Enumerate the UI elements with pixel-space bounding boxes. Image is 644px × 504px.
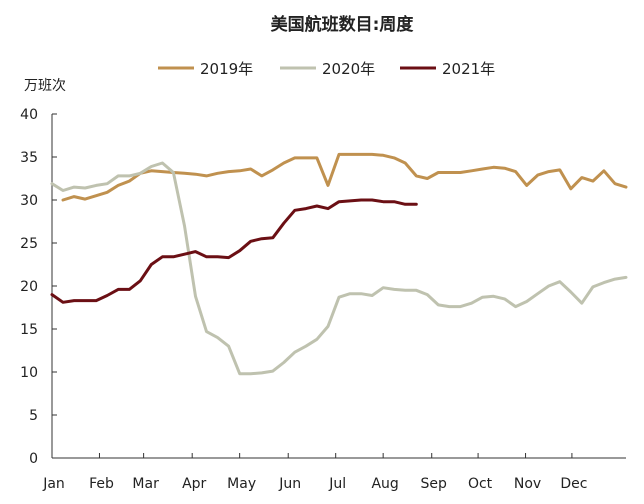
y-tick-label: 0 (29, 451, 38, 467)
x-tick-label: Jan (42, 476, 65, 492)
x-tick-label: Jul (328, 476, 346, 492)
legend-label: 2020年 (322, 60, 375, 78)
x-tick-label: Feb (89, 476, 114, 492)
y-tick-label: 15 (20, 322, 38, 338)
series-line-2020年 (50, 161, 628, 376)
y-tick-label: 40 (20, 107, 38, 123)
x-tick-label: Oct (468, 476, 493, 492)
x-tick-label: Mar (132, 476, 159, 492)
y-axis-ticks: 0 5 10 15 20 25 30 35 40 (20, 107, 57, 467)
legend: 2019年 2020年 2021年 (158, 60, 495, 78)
x-axis-ticks: Jan Feb Mar Apr May Jun Jul Aug Sep Oct Nov Dec (42, 453, 587, 492)
y-axis-unit: 万班次 (24, 78, 66, 94)
x-tick-label: Apr (182, 476, 206, 492)
y-tick-label: 25 (20, 236, 38, 252)
legend-label: 2021年 (442, 60, 495, 78)
x-tick-label: Nov (514, 476, 541, 492)
series-line-2019年 (61, 152, 628, 202)
legend-label: 2019年 (200, 60, 253, 78)
y-tick-label: 5 (29, 408, 38, 424)
x-tick-label: Sep (421, 476, 448, 492)
y-tick-label: 35 (20, 150, 38, 166)
y-tick-label: 20 (20, 279, 38, 295)
chart-title: 美国航班数目:周度 (271, 14, 415, 35)
y-tick-label: 30 (20, 193, 38, 209)
series-lines (50, 152, 628, 376)
x-tick-label: May (227, 476, 256, 492)
x-tick-label: Aug (371, 476, 398, 492)
x-tick-label: Dec (560, 476, 587, 492)
series-line-2021年 (50, 198, 418, 304)
y-tick-label: 10 (20, 365, 38, 381)
x-tick-label: Jun (278, 476, 301, 492)
